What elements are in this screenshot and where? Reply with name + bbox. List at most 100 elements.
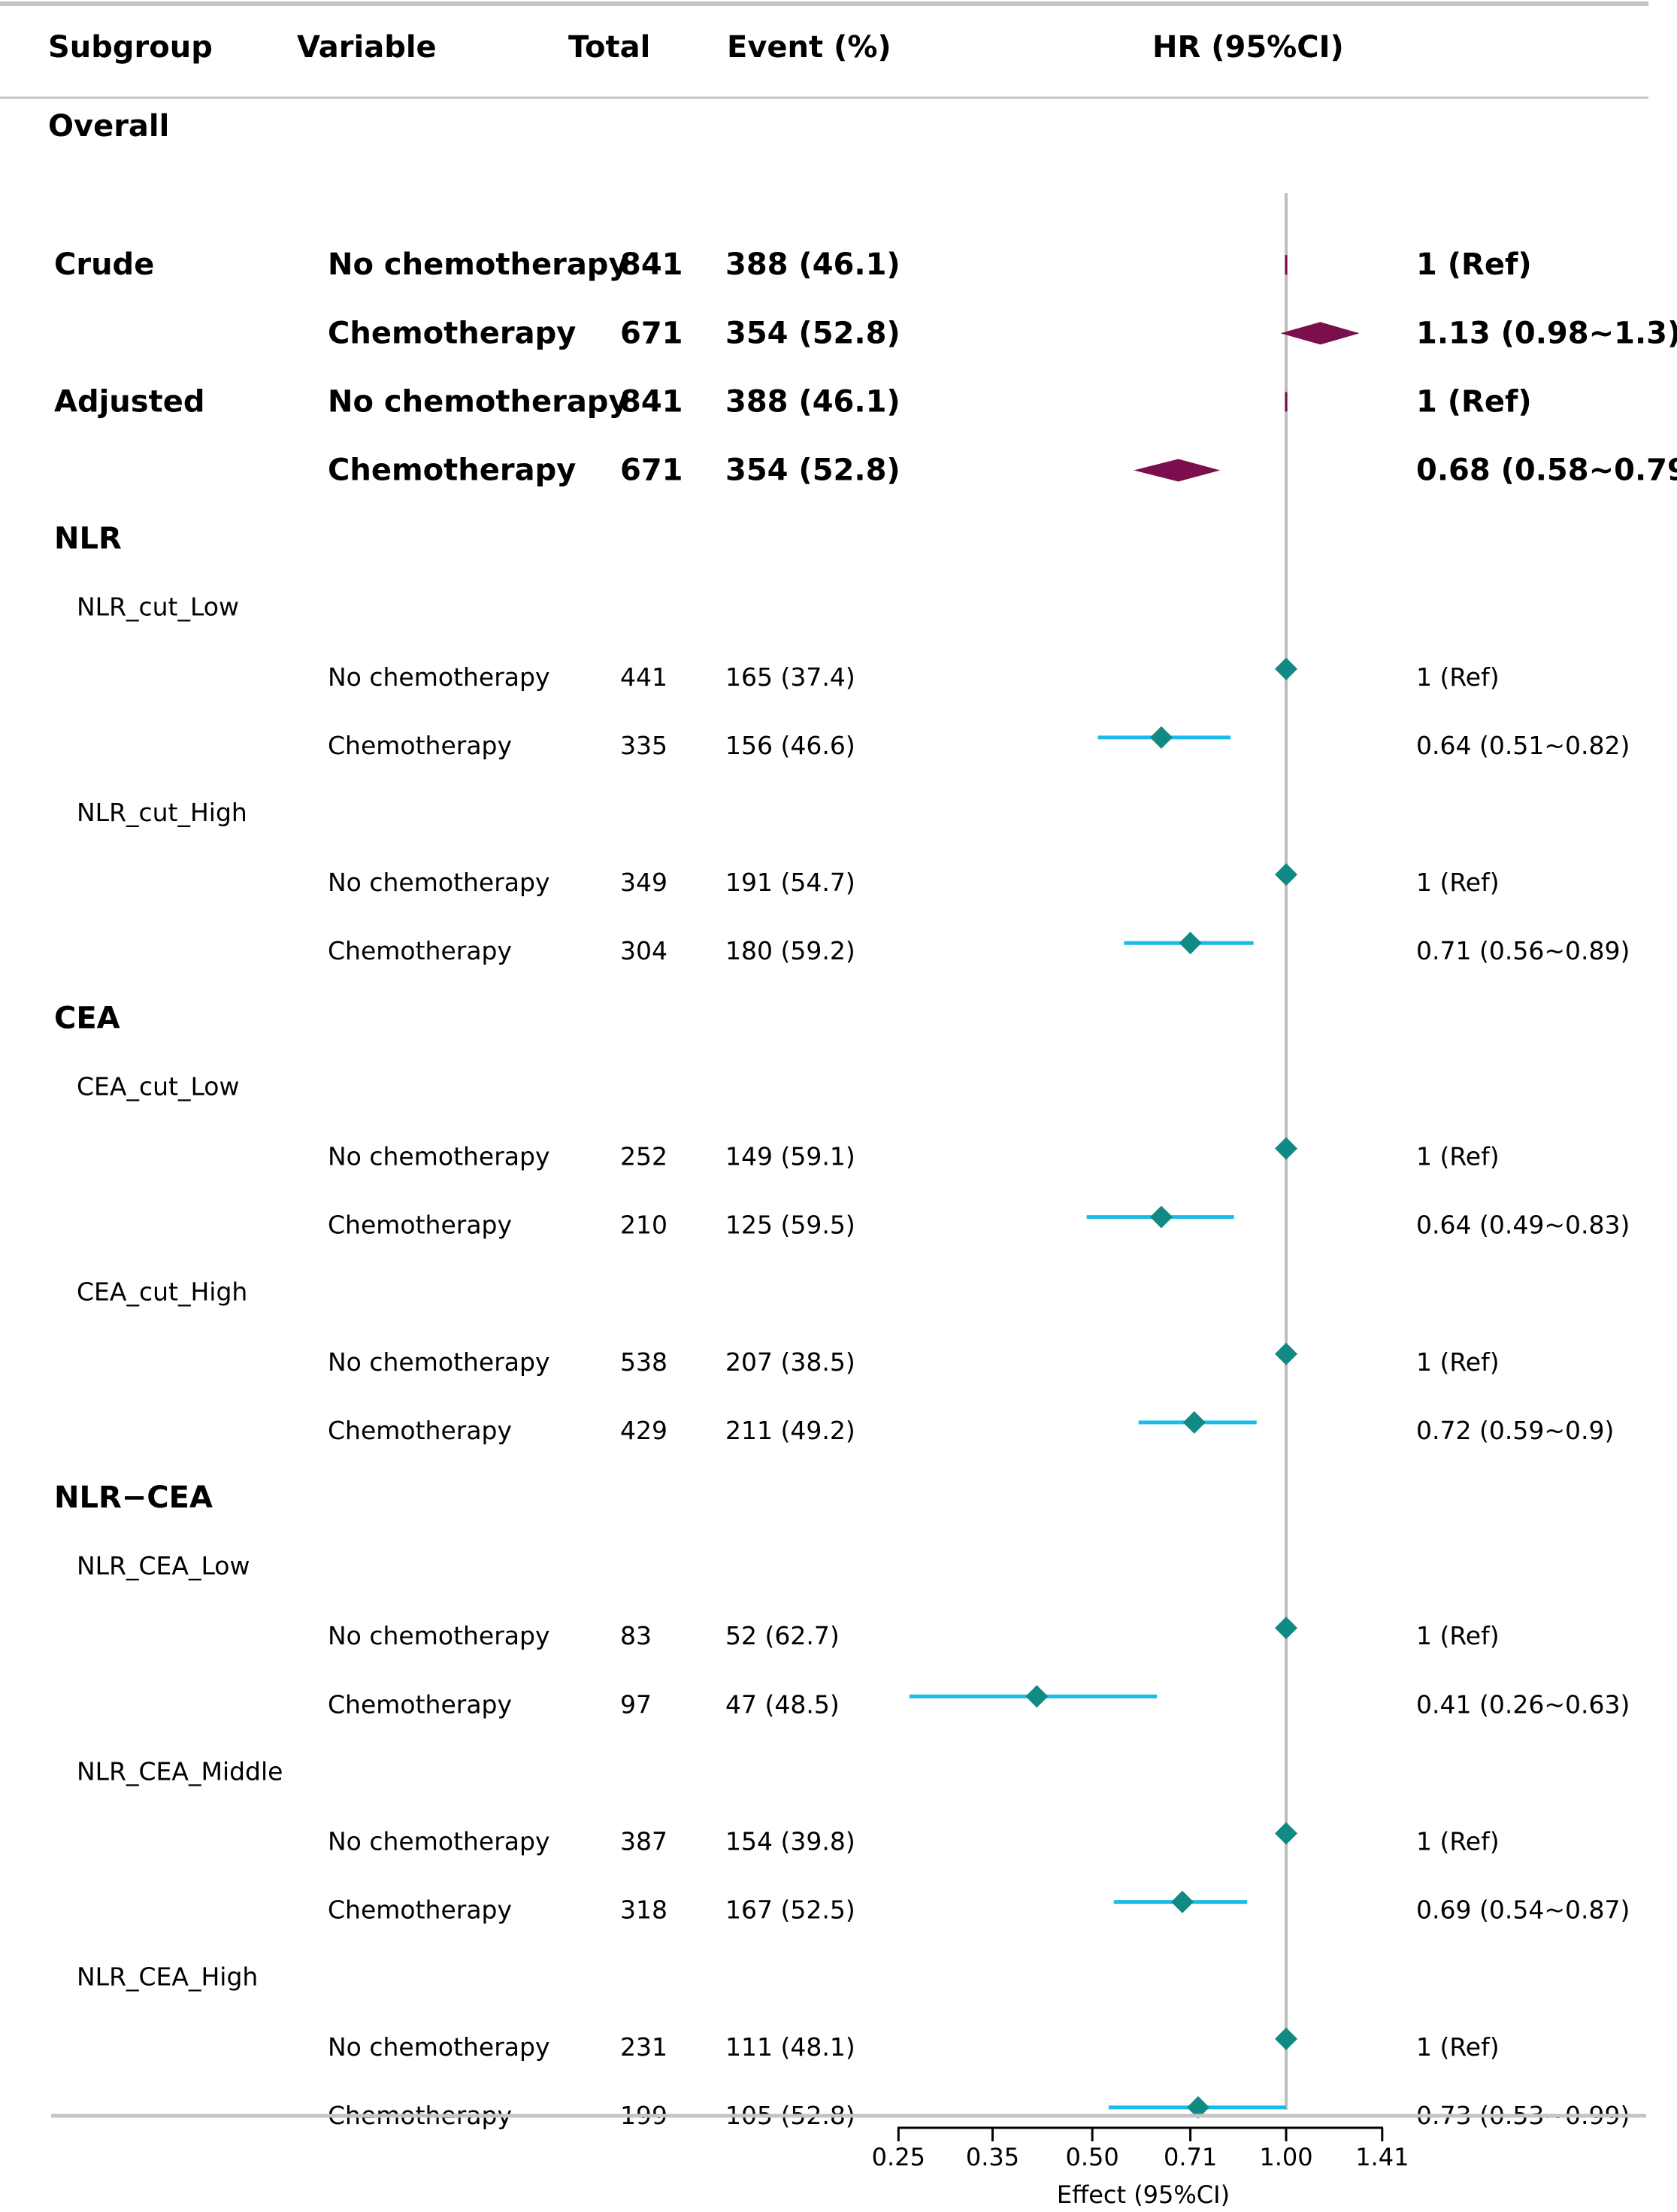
cell-hr-text: 1 (Ref) bbox=[1416, 1347, 1500, 1377]
cell-event: 149 (59.1) bbox=[725, 1142, 855, 1171]
cell-hr-text: 1 (Ref) bbox=[1416, 384, 1532, 419]
cell-total: 335 bbox=[620, 731, 667, 760]
cell-variable: No chemotherapy bbox=[328, 868, 550, 897]
cell-total: 841 bbox=[620, 384, 683, 419]
header-variable: Variable bbox=[297, 30, 437, 65]
section-label: Overall bbox=[48, 109, 169, 144]
cell-event: 354 (52.8) bbox=[725, 453, 901, 488]
cell-total: 349 bbox=[620, 868, 667, 897]
cell-variable: Chemotherapy bbox=[328, 1211, 512, 1240]
cell-event: 388 (46.1) bbox=[725, 247, 901, 282]
cell-total: 538 bbox=[620, 1347, 667, 1377]
cell-variable: No chemotherapy bbox=[328, 2032, 550, 2062]
point-estimate bbox=[1275, 1342, 1297, 1365]
group-label: NLR−CEA bbox=[54, 1480, 213, 1515]
x-tick-label: 0.25 bbox=[872, 2143, 925, 2171]
cell-total: 318 bbox=[620, 1895, 667, 1925]
cell-event: 47 (48.5) bbox=[725, 1689, 840, 1719]
cell-total: 210 bbox=[620, 1211, 667, 1240]
group-label: NLR bbox=[54, 522, 122, 556]
cell-hr-text: 0.41 (0.26~0.63) bbox=[1416, 1689, 1630, 1719]
subgroup-label: CEA_cut_High bbox=[77, 1277, 247, 1307]
cell-total: 97 bbox=[620, 1689, 652, 1719]
cell-total: 83 bbox=[620, 1621, 652, 1650]
summary-diamond bbox=[1280, 322, 1360, 345]
cell-event: 180 (59.2) bbox=[725, 936, 855, 965]
x-tick-label: 1.00 bbox=[1259, 2143, 1312, 2171]
cell-hr-text: 1 (Ref) bbox=[1416, 247, 1532, 282]
x-tick-label: 0.71 bbox=[1164, 2143, 1217, 2171]
header-total: Total bbox=[568, 30, 650, 65]
cell-hr-text: 0.64 (0.51~0.82) bbox=[1416, 731, 1630, 760]
cell-event: 167 (52.5) bbox=[725, 1895, 855, 1925]
x-tick-label: 1.41 bbox=[1355, 2143, 1409, 2171]
cell-variable: No chemotherapy bbox=[328, 1347, 550, 1377]
cell-variable: No chemotherapy bbox=[328, 1621, 550, 1650]
cell-hr-text: 1 (Ref) bbox=[1416, 868, 1500, 897]
cell-total: 841 bbox=[620, 247, 683, 282]
cell-total: 441 bbox=[620, 662, 667, 692]
cell-event: 354 (52.8) bbox=[725, 316, 901, 350]
cell-event: 156 (46.6) bbox=[725, 731, 855, 760]
cell-total: 671 bbox=[620, 316, 683, 350]
cell-hr-text: 0.71 (0.56~0.89) bbox=[1416, 936, 1630, 965]
header-hr: HR (95%CI) bbox=[1152, 30, 1344, 65]
header-subgroup: Subgroup bbox=[48, 30, 213, 65]
point-estimate bbox=[1186, 2095, 1209, 2119]
cell-variable: Chemotherapy bbox=[328, 1689, 512, 1719]
cell-total: 304 bbox=[620, 936, 667, 965]
cell-variable: Chemotherapy bbox=[328, 316, 576, 350]
point-estimate bbox=[1275, 1137, 1297, 1160]
cell-variable: No chemotherapy bbox=[328, 384, 628, 419]
x-tick-label: 0.50 bbox=[1066, 2143, 1119, 2171]
cell-variable: Chemotherapy bbox=[328, 731, 512, 760]
summary-diamond bbox=[1134, 459, 1221, 482]
point-estimate bbox=[1170, 1890, 1194, 1914]
point-estimate bbox=[1275, 657, 1297, 680]
cell-total: 671 bbox=[620, 453, 683, 488]
cell-variable: Chemotherapy bbox=[328, 1416, 512, 1445]
point-estimate bbox=[1149, 726, 1173, 749]
x-axis-label: Effect (95%CI) bbox=[1057, 2180, 1230, 2209]
cell-hr-text: 1 (Ref) bbox=[1416, 2032, 1500, 2062]
cell-total: 429 bbox=[620, 1416, 667, 1445]
point-estimate bbox=[1182, 1411, 1206, 1434]
subgroup-label: NLR_CEA_Middle bbox=[77, 1756, 283, 1786]
point-estimate bbox=[1275, 863, 1297, 886]
cell-hr-text: 1 (Ref) bbox=[1416, 1142, 1500, 1171]
cell-event: 154 (39.8) bbox=[725, 1827, 855, 1856]
point-estimate bbox=[1275, 1822, 1297, 1845]
cell-event: 211 (49.2) bbox=[725, 1416, 855, 1445]
x-axis: 0.25 0.35 0.50 0.71 1.00 1.41 bbox=[872, 2126, 1409, 2171]
cell-event: 52 (62.7) bbox=[725, 1621, 840, 1650]
cell-total: 387 bbox=[620, 1827, 667, 1856]
cell-event: 125 (59.5) bbox=[725, 1211, 855, 1240]
x-tick-label: 0.35 bbox=[966, 2143, 1019, 2171]
cell-variable: Chemotherapy bbox=[328, 453, 576, 488]
point-estimate bbox=[1149, 1205, 1173, 1229]
cell-variable: No chemotherapy bbox=[328, 662, 550, 692]
row-label: Crude bbox=[54, 247, 154, 282]
subgroup-label: CEA_cut_Low bbox=[77, 1071, 239, 1101]
cell-hr-text: 0.69 (0.54~0.87) bbox=[1416, 1895, 1630, 1925]
row-label: Adjusted bbox=[54, 384, 204, 419]
cell-event: 111 (48.1) bbox=[725, 2032, 855, 2062]
point-estimate bbox=[1179, 932, 1202, 955]
cell-variable: No chemotherapy bbox=[328, 1827, 550, 1856]
subgroup-label: NLR_CEA_High bbox=[77, 1962, 258, 1992]
group-label: CEA bbox=[54, 1001, 120, 1035]
cell-hr-text: 1 (Ref) bbox=[1416, 1621, 1500, 1650]
cell-hr-text: 0.72 (0.59~0.9) bbox=[1416, 1416, 1614, 1445]
cell-hr-text: 1.13 (0.98~1.3) bbox=[1416, 316, 1677, 350]
cell-variable: Chemotherapy bbox=[328, 936, 512, 965]
cell-event: 165 (37.4) bbox=[725, 662, 855, 692]
subgroup-label: NLR_CEA_Low bbox=[77, 1551, 250, 1580]
point-estimate bbox=[1275, 2027, 1297, 2050]
cell-total: 252 bbox=[620, 1142, 667, 1171]
cell-hr-text: 1 (Ref) bbox=[1416, 1827, 1500, 1856]
point-estimate bbox=[1275, 1617, 1297, 1640]
cell-variable: No chemotherapy bbox=[328, 247, 628, 282]
cell-variable: No chemotherapy bbox=[328, 1142, 550, 1171]
